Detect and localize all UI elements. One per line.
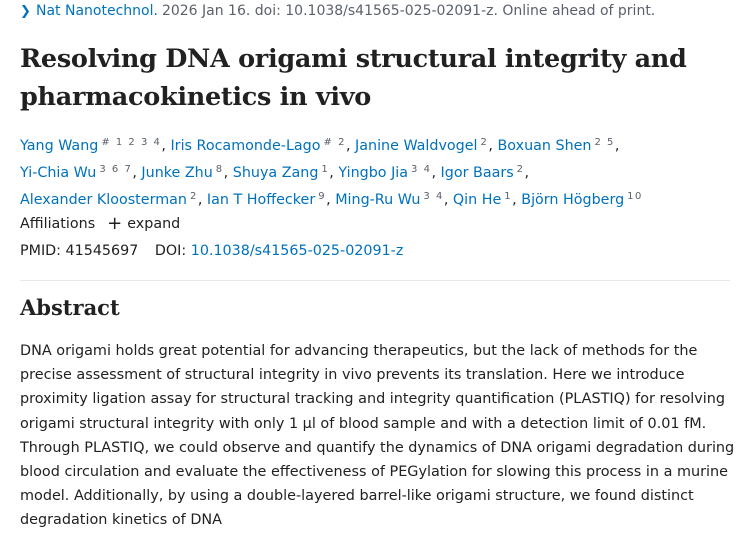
author-separator: , [161, 138, 166, 154]
affiliation-numbers[interactable]: # 1 2 3 4 [101, 137, 162, 148]
affiliations-row: Affiliations + expand [20, 213, 181, 234]
identifiers-row: PMID: 41545697 DOI: 10.1038/s41565-025-0… [20, 243, 403, 259]
affiliation-numbers[interactable]: 9 [318, 191, 327, 202]
author-separator: , [197, 192, 203, 208]
author: Alexander Kloosterman 2, [20, 191, 203, 208]
author: Janine Waldvogel 2, [355, 137, 493, 154]
author: Ming-Ru Wu 3 4, [335, 191, 449, 208]
author: Qin He 1, [452, 191, 517, 208]
author-name-link[interactable]: Qin He [452, 192, 502, 208]
author-separator: , [329, 165, 334, 181]
citation-line: ❯ Nat Nanotechnol. 2026 Jan 16. doi: 10.… [20, 3, 655, 19]
author: Igor Baars 2, [440, 164, 530, 181]
author-line: Yang Wang # 1 2 3 4, Iris Rocamonde-Lago #… [20, 131, 740, 158]
author: Ian T Hoffecker 9, [206, 191, 331, 208]
plus-icon: + [107, 213, 123, 234]
author: Yingbo Jia 3 4, [338, 164, 436, 181]
author-name-link[interactable]: Igor Baars [440, 165, 514, 181]
affiliation-numbers[interactable]: 3 4 [423, 191, 444, 202]
chevron-right-icon[interactable]: ❯ [20, 3, 31, 19]
author-separator: , [132, 165, 137, 181]
author-name-link[interactable]: Ming-Ru Wu [335, 192, 421, 208]
article-title: Resolving DNA origami structural integri… [20, 44, 687, 112]
author-separator: , [345, 138, 351, 154]
author-separator: , [614, 138, 620, 154]
author: Björn Högberg 10 [521, 191, 643, 208]
expand-label: expand [127, 216, 181, 232]
affiliation-numbers[interactable]: 2 [189, 191, 198, 202]
author-name-link[interactable]: Junke Zhu [141, 165, 213, 181]
affiliation-numbers[interactable]: 1 [321, 164, 330, 175]
abstract-heading: Abstract [20, 295, 120, 320]
article-page: ❯ Nat Nanotechnol. 2026 Jan 16. doi: 10.… [20, 3, 740, 528]
author-name-link[interactable]: Iris Rocamonde-Lago [170, 138, 321, 154]
author: Yang Wang # 1 2 3 4, [20, 137, 166, 154]
author: Shuya Zang 1, [232, 164, 334, 181]
author-separator: , [488, 138, 493, 154]
affiliation-numbers[interactable]: 2 [480, 137, 489, 148]
author-separator: , [431, 165, 436, 181]
author-separator: , [326, 192, 331, 208]
author-name-link[interactable]: Alexander Kloosterman [20, 192, 187, 208]
affiliation-numbers[interactable]: 2 [516, 164, 525, 175]
affiliations-label: Affiliations [20, 216, 96, 232]
author-name-link[interactable]: Yi-Chia Wu [20, 165, 97, 181]
pmid-value: 41545697 [65, 243, 139, 259]
author-separator: , [443, 192, 449, 208]
author-name-link[interactable]: Boxuan Shen [497, 138, 592, 154]
author-name-link[interactable]: Janine Waldvogel [355, 138, 478, 154]
affiliation-numbers[interactable]: 10 [627, 191, 643, 202]
author-separator: , [223, 165, 229, 181]
citation-details: 2026 Jan 16. doi: 10.1038/s41565-025-020… [161, 3, 656, 19]
pmid-label: PMID: [20, 243, 61, 259]
author: Yi-Chia Wu 3 6 7, [20, 164, 137, 181]
author-name-link[interactable]: Björn Högberg [521, 192, 625, 208]
author: Junke Zhu 8, [141, 164, 229, 181]
author-name-link[interactable]: Ian T Hoffecker [206, 192, 316, 208]
affiliations-expand-button[interactable]: + expand [107, 213, 181, 234]
abstract-text: DNA origami holds great potential for ad… [20, 343, 735, 529]
author-line: Alexander Kloosterman 2, Ian T Hoffecker 9… [20, 185, 740, 212]
doi-link[interactable]: 10.1038/s41565-025-02091-z [190, 243, 404, 259]
affiliation-numbers[interactable]: 8 [215, 164, 224, 175]
author-separator: , [512, 192, 517, 208]
author: Boxuan Shen 2 5, [497, 137, 620, 154]
journal-link[interactable]: Nat Nanotechnol. [36, 3, 158, 19]
affiliation-numbers[interactable]: # 2 [323, 137, 346, 148]
affiliation-numbers[interactable]: 1 [504, 191, 513, 202]
affiliation-numbers[interactable]: 3 6 7 [99, 164, 133, 175]
author-name-link[interactable]: Yang Wang [20, 138, 99, 154]
author-name-link[interactable]: Yingbo Jia [338, 165, 409, 181]
author-line: Yi-Chia Wu 3 6 7, Junke Zhu 8, Shuya Zang 1… [20, 158, 740, 185]
affiliation-numbers[interactable]: 3 4 [411, 164, 432, 175]
author-name-link[interactable]: Shuya Zang [232, 165, 319, 181]
author-separator: , [524, 165, 530, 181]
author-list: Yang Wang # 1 2 3 4, Iris Rocamonde-Lago #… [20, 131, 740, 212]
affiliation-numbers[interactable]: 2 5 [594, 137, 615, 148]
author: Iris Rocamonde-Lago # 2, [170, 137, 351, 154]
doi-label: DOI: [154, 243, 187, 259]
section-divider [20, 280, 730, 281]
